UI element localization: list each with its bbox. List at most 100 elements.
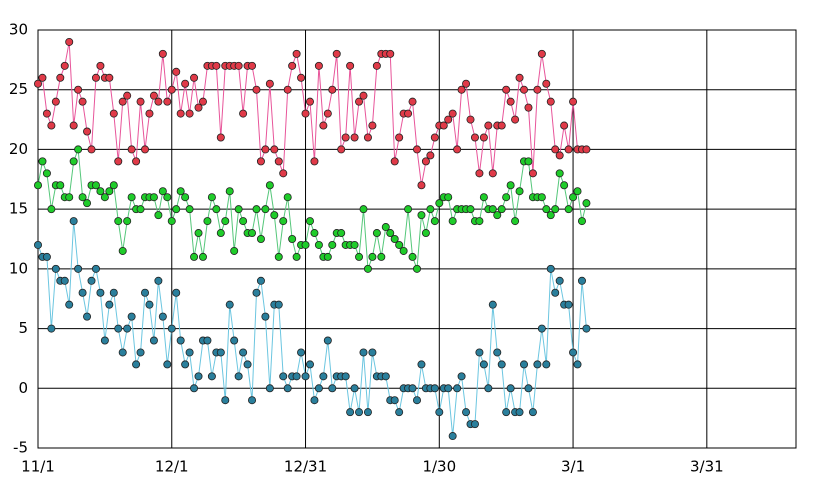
data-point: [181, 360, 190, 369]
data-point: [551, 145, 560, 154]
data-point: [511, 217, 520, 226]
data-point: [87, 276, 96, 285]
data-point: [337, 145, 346, 154]
data-point: [265, 181, 274, 190]
data-point: [42, 109, 51, 118]
data-point: [417, 211, 426, 220]
data-point: [141, 288, 150, 297]
data-point: [524, 157, 533, 166]
series-line: [37, 221, 587, 437]
data-point: [56, 73, 65, 82]
data-point: [341, 133, 350, 142]
data-point: [399, 246, 408, 255]
data-point: [270, 145, 279, 154]
data-point: [479, 360, 488, 369]
data-point: [38, 157, 47, 166]
data-point: [430, 217, 439, 226]
data-point: [51, 97, 60, 106]
data-point: [466, 205, 475, 214]
data-point: [136, 205, 145, 214]
data-point: [176, 187, 185, 196]
data-point: [542, 360, 551, 369]
data-point: [194, 229, 203, 238]
data-point: [256, 234, 265, 243]
data-point: [261, 145, 270, 154]
data-point: [412, 145, 421, 154]
data-point: [38, 73, 47, 82]
x-tick-label: 11/1: [21, 458, 55, 476]
data-point: [216, 133, 225, 142]
data-point: [69, 121, 78, 130]
data-point: [506, 181, 515, 190]
data-point: [515, 187, 524, 196]
data-point: [305, 97, 314, 106]
data-point: [234, 372, 243, 381]
data-point: [466, 115, 475, 124]
data-point: [163, 97, 172, 106]
data-point: [457, 372, 466, 381]
data-point: [564, 145, 573, 154]
data-point: [515, 73, 524, 82]
data-point: [256, 157, 265, 166]
data-point: [404, 109, 413, 118]
data-point: [109, 181, 118, 190]
data-point: [448, 432, 457, 441]
data-point: [136, 348, 145, 357]
y-tick-label: -5: [13, 439, 28, 457]
data-point: [372, 229, 381, 238]
data-point: [372, 61, 381, 70]
data-point: [368, 121, 377, 130]
data-point: [274, 300, 283, 309]
data-point: [305, 217, 314, 226]
data-point: [310, 229, 319, 238]
data-point: [203, 336, 212, 345]
data-point: [185, 109, 194, 118]
data-point: [475, 217, 484, 226]
data-point: [154, 276, 163, 285]
data-point: [212, 205, 221, 214]
data-point: [239, 217, 248, 226]
data-point: [453, 384, 462, 393]
data-point: [105, 300, 114, 309]
data-point: [288, 61, 297, 70]
data-point: [359, 348, 368, 357]
data-point: [239, 348, 248, 357]
y-tick-label: 20: [9, 140, 28, 158]
data-point: [350, 384, 359, 393]
data-point: [127, 193, 136, 202]
data-point: [310, 396, 319, 405]
data-point: [74, 85, 83, 94]
data-point: [488, 205, 497, 214]
data-point: [176, 336, 185, 345]
data-point: [261, 205, 270, 214]
data-point: [346, 408, 355, 417]
y-tick-label: 10: [9, 259, 28, 277]
data-point: [493, 211, 502, 220]
data-point: [520, 85, 529, 94]
data-point: [149, 336, 158, 345]
data-point: [42, 252, 51, 261]
data-point: [573, 187, 582, 196]
data-point: [96, 288, 105, 297]
data-point: [118, 97, 127, 106]
data-point: [542, 205, 551, 214]
data-point: [314, 240, 323, 249]
data-point: [65, 193, 74, 202]
data-point: [270, 211, 279, 220]
data-point: [546, 97, 555, 106]
data-point: [248, 229, 257, 238]
data-point: [319, 121, 328, 130]
data-point: [301, 109, 310, 118]
data-point: [479, 193, 488, 202]
data-point: [65, 300, 74, 309]
data-point: [537, 193, 546, 202]
data-point: [395, 240, 404, 249]
data-point: [78, 97, 87, 106]
data-point: [252, 205, 261, 214]
data-point: [172, 205, 181, 214]
data-point: [528, 169, 537, 178]
data-point: [221, 396, 230, 405]
data-point: [328, 240, 337, 249]
data-point: [181, 79, 190, 88]
data-point: [203, 217, 212, 226]
